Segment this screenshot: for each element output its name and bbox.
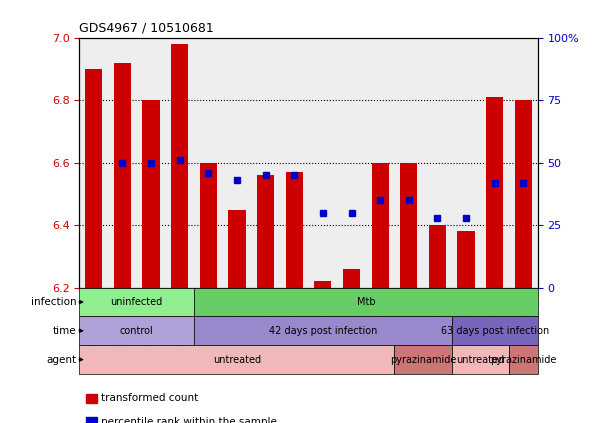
Text: uninfected: uninfected xyxy=(111,297,163,307)
Bar xyxy=(486,97,503,288)
Bar xyxy=(429,225,446,288)
Bar xyxy=(257,176,274,288)
Bar xyxy=(229,210,246,288)
Bar xyxy=(400,163,417,288)
Text: pyrazinamide: pyrazinamide xyxy=(390,354,456,365)
Bar xyxy=(285,172,303,288)
Text: untreated: untreated xyxy=(213,354,261,365)
Bar xyxy=(200,163,217,288)
Bar xyxy=(371,163,389,288)
Bar xyxy=(171,44,188,288)
Text: time: time xyxy=(53,326,76,336)
Text: untreated: untreated xyxy=(456,354,505,365)
Bar xyxy=(314,281,331,288)
Text: 63 days post infection: 63 days post infection xyxy=(441,326,549,336)
Text: agent: agent xyxy=(46,354,76,365)
Bar xyxy=(85,69,103,288)
Text: percentile rank within the sample: percentile rank within the sample xyxy=(101,417,277,423)
Text: GDS4967 / 10510681: GDS4967 / 10510681 xyxy=(79,21,214,34)
Text: transformed count: transformed count xyxy=(101,393,198,404)
Text: control: control xyxy=(120,326,153,336)
Bar xyxy=(458,231,475,288)
Text: pyrazinamide: pyrazinamide xyxy=(490,354,557,365)
Bar xyxy=(142,101,159,288)
Bar xyxy=(114,63,131,288)
Bar xyxy=(514,101,532,288)
Text: infection: infection xyxy=(31,297,76,307)
Text: 42 days post infection: 42 days post infection xyxy=(269,326,377,336)
Text: Mtb: Mtb xyxy=(357,297,375,307)
Bar xyxy=(343,269,360,288)
